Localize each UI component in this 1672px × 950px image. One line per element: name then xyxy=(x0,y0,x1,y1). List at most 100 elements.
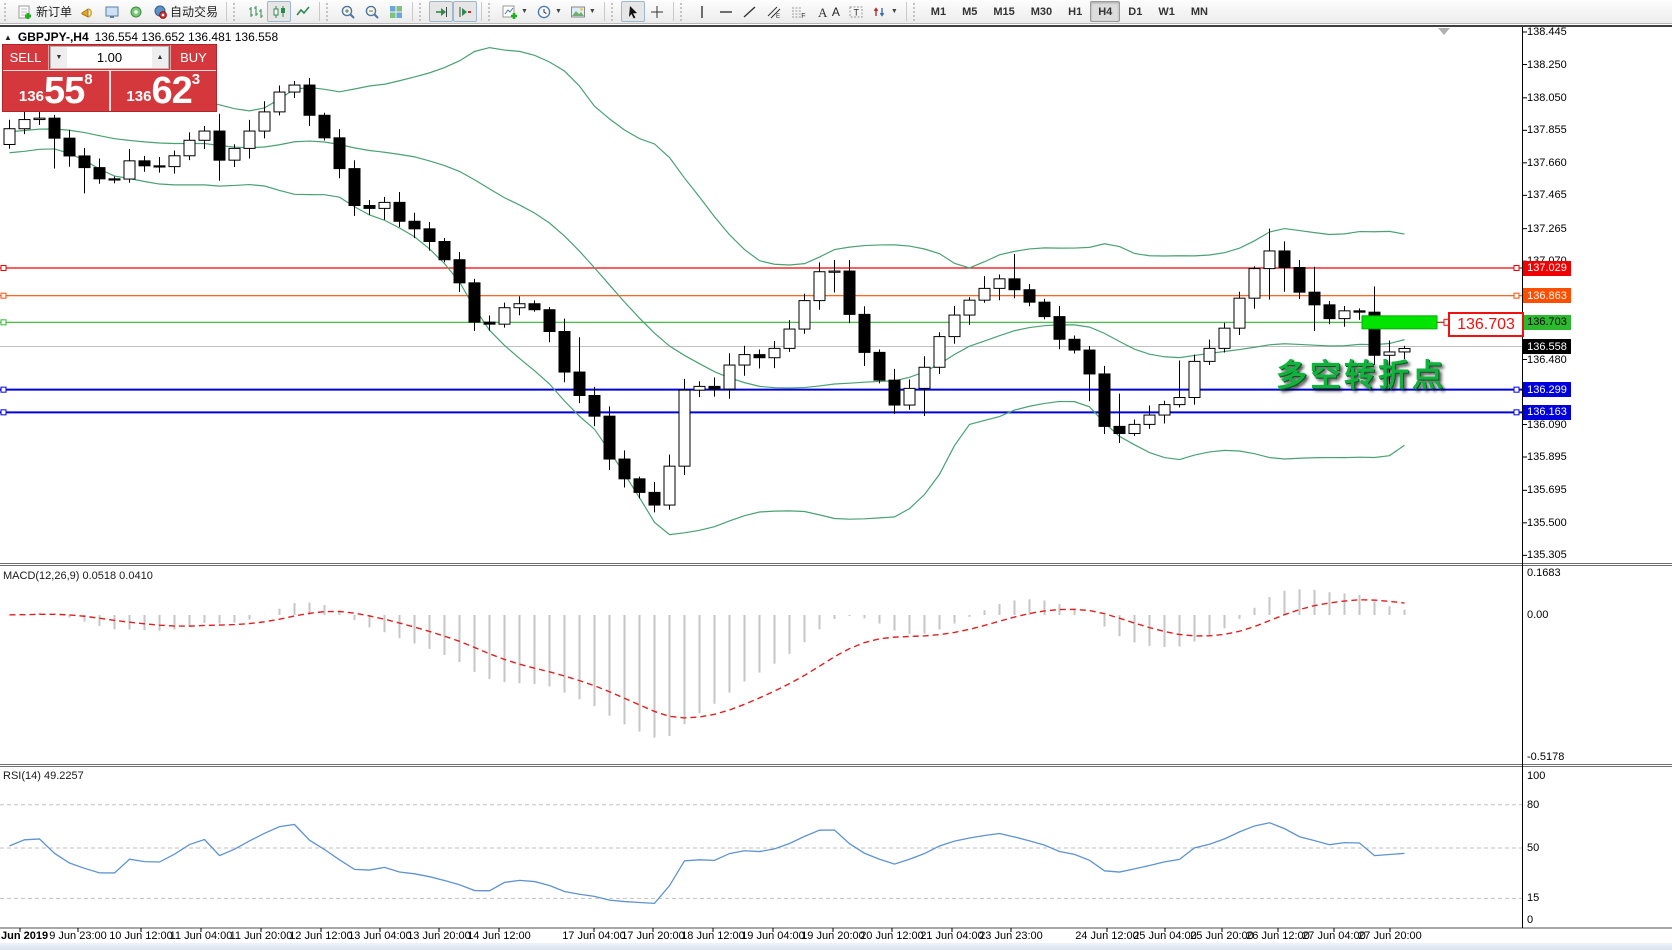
candle-body xyxy=(1338,310,1351,320)
toolbar-zoom-out-button[interactable] xyxy=(360,1,384,22)
sell-price-pip: 8 xyxy=(84,71,93,88)
toolbar-line-chart-mode-button[interactable] xyxy=(291,1,315,22)
timeframe-d1-button[interactable]: D1 xyxy=(1120,1,1150,22)
toolbar-horizontal-line-button[interactable] xyxy=(714,1,738,22)
buy-price-button[interactable]: 136 62 3 xyxy=(111,71,217,111)
timeframe-h1-button[interactable]: H1 xyxy=(1060,1,1090,22)
candle-body xyxy=(1188,360,1201,399)
candle-body xyxy=(1113,425,1126,435)
candle-body xyxy=(483,321,496,325)
toolbar-arrows-button[interactable]: ▼ xyxy=(868,1,902,22)
macd-axis-label: -0.5178 xyxy=(1527,751,1565,763)
toolbar-auto-scroll-button[interactable] xyxy=(429,1,454,22)
candle-body xyxy=(963,299,976,316)
highlight-box[interactable] xyxy=(1361,315,1438,330)
timeframe-h4-button[interactable]: H4 xyxy=(1090,1,1121,22)
candle-body xyxy=(1038,301,1051,318)
horn-icon xyxy=(81,7,93,18)
toolbar-market-signal-button[interactable] xyxy=(124,1,148,22)
line-drag-handle[interactable] xyxy=(0,386,7,393)
toolbar-candlestick-mode-button[interactable] xyxy=(267,1,292,22)
price-level-label[interactable]: 136.163 xyxy=(1523,404,1571,420)
candle-body xyxy=(438,241,451,261)
price-callout-label[interactable]: 136.703 xyxy=(1448,312,1524,337)
volume-decrease-button[interactable]: ▼ xyxy=(51,47,67,68)
collapse-panel-icon[interactable]: ▲ xyxy=(4,32,12,42)
toolbar-trendline-button[interactable] xyxy=(738,1,762,22)
candle-body xyxy=(318,114,331,139)
market-signal-icon xyxy=(130,6,142,17)
candle-body xyxy=(498,307,511,325)
candle-body xyxy=(678,389,691,467)
candle-body xyxy=(333,137,346,170)
candle-body xyxy=(1023,289,1036,303)
toolbar-profiles-button[interactable]: ▼ xyxy=(532,1,566,22)
line-drag-handle[interactable] xyxy=(1513,409,1520,416)
toolbar-new-chart-button[interactable]: ▼ xyxy=(498,1,532,22)
line-drag-handle[interactable] xyxy=(0,265,7,272)
toolbar-crosshair-button[interactable] xyxy=(645,1,669,22)
toolbar-bar-chart-mode-button[interactable] xyxy=(243,1,267,22)
price-level-label[interactable]: 137.029 xyxy=(1523,260,1571,276)
fibonacci-icon: F xyxy=(791,7,805,20)
toolbar-auto-trading-button[interactable]: 自动交易 xyxy=(148,1,222,22)
timeframe-w1-button[interactable]: W1 xyxy=(1150,1,1183,22)
toolbar-templates-button[interactable]: ▼ xyxy=(566,1,600,22)
timeframe-m1-button[interactable]: M1 xyxy=(923,1,954,22)
timeframe-m30-button[interactable]: M30 xyxy=(1023,1,1060,22)
toolbar-fibonacci-button[interactable]: F xyxy=(786,1,810,22)
toolbar-vertical-line-button[interactable] xyxy=(690,1,714,22)
toolbar-horn-button[interactable] xyxy=(76,1,100,22)
candle-body xyxy=(1398,347,1411,353)
candle-body xyxy=(108,178,121,181)
toolbar-cursor-button[interactable] xyxy=(620,1,645,22)
price-level-label[interactable]: 136.299 xyxy=(1523,382,1571,398)
line-drag-handle[interactable] xyxy=(1513,292,1520,299)
sell-button[interactable]: SELL xyxy=(3,45,49,70)
toolbar-terminal-window-button[interactable] xyxy=(100,1,124,22)
toolbar-grip xyxy=(4,2,10,21)
toolbar-zoom-in-button[interactable] xyxy=(336,1,360,22)
line-drag-handle[interactable] xyxy=(0,319,7,326)
price-tick-label: 135.500 xyxy=(1527,516,1567,529)
equidistant-channel-icon: E xyxy=(767,6,781,20)
crosshair-icon xyxy=(650,5,663,18)
buy-price-pip: 3 xyxy=(191,71,201,88)
horizontal-line-icon xyxy=(719,10,732,13)
candle-body xyxy=(93,167,106,180)
toolbar-chart-shift-button[interactable] xyxy=(453,1,478,22)
timeframe-m15-button[interactable]: M15 xyxy=(985,1,1022,22)
buy-button[interactable]: BUY xyxy=(170,45,216,70)
toolbar-new-order-button[interactable]: 新订单 xyxy=(14,1,76,22)
line-drag-handle[interactable] xyxy=(1513,386,1520,393)
price-level-label[interactable]: 136.703 xyxy=(1523,314,1571,330)
volume-increase-button[interactable]: ▲ xyxy=(152,47,168,68)
buy-price-big: 62 xyxy=(151,69,192,112)
candle-body xyxy=(798,300,811,330)
time-axis-label: 10 Jun 12:00 xyxy=(109,930,173,942)
dropdown-arrow-icon: ▼ xyxy=(890,8,898,15)
rsi-indicator-label: RSI(14) 49.2257 xyxy=(3,770,84,782)
line-drag-handle[interactable] xyxy=(0,292,7,299)
candle-body xyxy=(1173,397,1186,406)
scroll-position-marker[interactable] xyxy=(1438,28,1450,35)
toolbar-tile-windows-button[interactable] xyxy=(384,1,408,22)
candle-body xyxy=(633,478,646,493)
trade-panel-prices-row: 136 55 8 136 62 3 xyxy=(3,71,216,111)
volume-input[interactable] xyxy=(67,47,152,68)
toolbar-text-label-button[interactable]: T xyxy=(844,1,868,22)
candle-body xyxy=(18,119,31,130)
toolbar-equidistant-channel-button[interactable]: E xyxy=(762,1,786,22)
line-drag-handle[interactable] xyxy=(0,409,7,416)
price-level-label[interactable]: 136.863 xyxy=(1523,288,1571,304)
timeframe-mn-button[interactable]: MN xyxy=(1183,1,1216,22)
svg-text:F: F xyxy=(801,13,805,20)
chinese-annotation[interactable]: 多空转折点 xyxy=(1276,358,1446,393)
sell-price-button[interactable]: 136 55 8 xyxy=(3,71,109,111)
timeframe-m5-button[interactable]: M5 xyxy=(954,1,985,22)
line-drag-handle[interactable] xyxy=(1513,265,1520,272)
symbol-info-line: ▲ GBPJPY-,H4 136.554 136.652 136.481 136… xyxy=(4,30,278,44)
time-axis-label: 7 Jun 2019 xyxy=(0,930,49,942)
